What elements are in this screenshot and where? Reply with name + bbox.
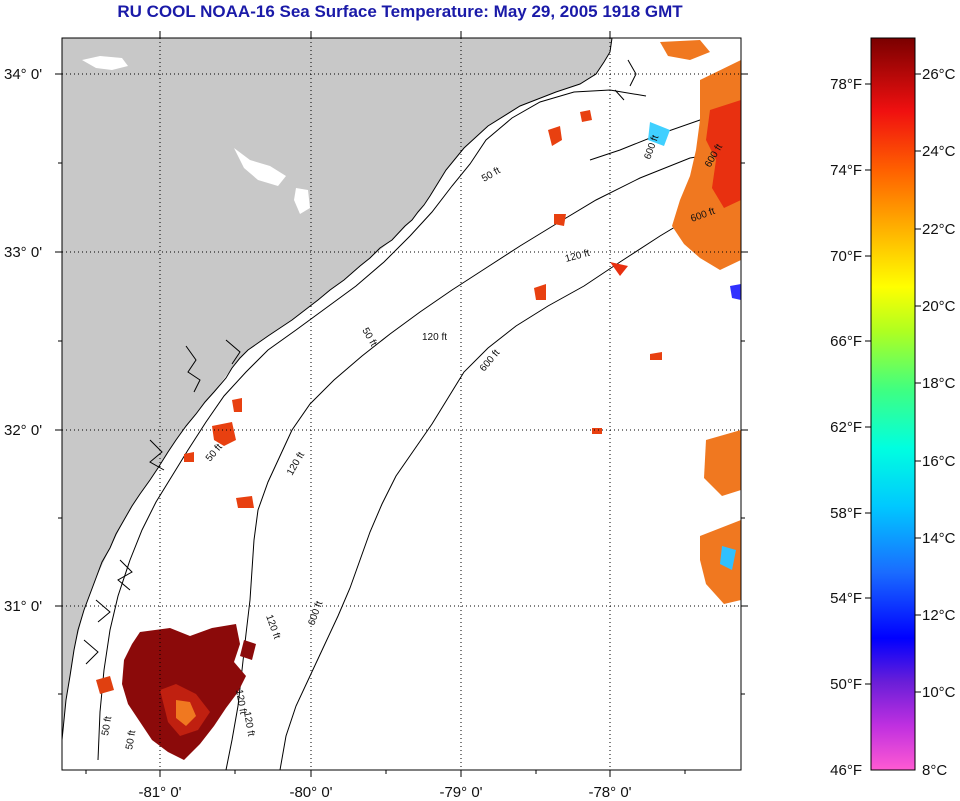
fahrenheit-label: 66°F	[830, 333, 862, 350]
fahrenheit-label: 74°F	[830, 162, 862, 179]
contour-label: 120 ft	[241, 711, 256, 738]
contour-600ft	[279, 195, 741, 770]
contour-label: 120 ft	[422, 332, 447, 343]
celsius-label: 26°C	[922, 66, 956, 83]
lon-label: -81° 0'	[138, 784, 181, 801]
color-scale-bar	[870, 37, 916, 771]
celsius-label: 12°C	[922, 607, 956, 624]
fahrenheit-label: 78°F	[830, 76, 862, 93]
contour-50ft	[97, 89, 647, 761]
fahrenheit-label: 70°F	[830, 248, 862, 265]
lat-label: 33° 0'	[4, 244, 42, 261]
fahrenheit-label: 62°F	[830, 419, 862, 436]
color-scale-ticks	[865, 73, 921, 693]
map-area: 50 ft 120 ft 600 ft 50 ft 120 ft 600 ft …	[62, 38, 741, 770]
axis-ticks	[55, 31, 748, 777]
contour-label: 50 ft	[100, 715, 114, 736]
fahrenheit-label: 54°F	[830, 590, 862, 607]
lon-label: -80° 0'	[289, 784, 332, 801]
celsius-label: 8°C	[922, 762, 947, 779]
lat-label: 34° 0'	[4, 66, 42, 83]
contour-label: 120 ft	[233, 689, 248, 716]
fahrenheit-label: 50°F	[830, 676, 862, 693]
latitude-labels: 34° 0' 33° 0' 32° 0' 31° 0'	[4, 66, 42, 615]
lon-label: -78° 0'	[588, 784, 631, 801]
map-title: RU COOL NOAA-16 Sea Surface Temperature:…	[117, 2, 683, 21]
celsius-label: 22°C	[922, 221, 956, 238]
inland-lakes	[70, 56, 310, 722]
celsius-label: 18°C	[922, 375, 956, 392]
fahrenheit-labels: 78°F 74°F 70°F 66°F 62°F 58°F 54°F 50°F …	[830, 76, 862, 779]
celsius-label: 20°C	[922, 298, 956, 315]
celsius-label: 10°C	[922, 684, 956, 701]
fahrenheit-label: 58°F	[830, 505, 862, 522]
contour-label: 50 ft	[124, 729, 138, 750]
lat-label: 32° 0'	[4, 422, 42, 439]
land-mass	[62, 38, 612, 740]
lat-label: 31° 0'	[4, 598, 42, 615]
longitude-labels: -81° 0' -80° 0' -79° 0' -78° 0'	[138, 784, 631, 801]
map-frame	[61, 37, 742, 771]
celsius-label: 16°C	[922, 453, 956, 470]
coastline	[62, 38, 613, 741]
celsius-labels: 26°C 24°C 22°C 20°C 18°C 16°C 14°C 12°C …	[922, 66, 956, 779]
fahrenheit-label: 46°F	[830, 762, 862, 779]
celsius-label: 24°C	[922, 143, 956, 160]
warm-estuary-water	[96, 624, 256, 760]
celsius-label: 14°C	[922, 530, 956, 547]
lon-label: -79° 0'	[439, 784, 482, 801]
color-scale: 78°F 74°F 70°F 66°F 62°F 58°F 54°F 50°F …	[830, 37, 956, 779]
gulf-stream-water	[610, 40, 741, 604]
scattered-warm-patches	[184, 110, 662, 508]
